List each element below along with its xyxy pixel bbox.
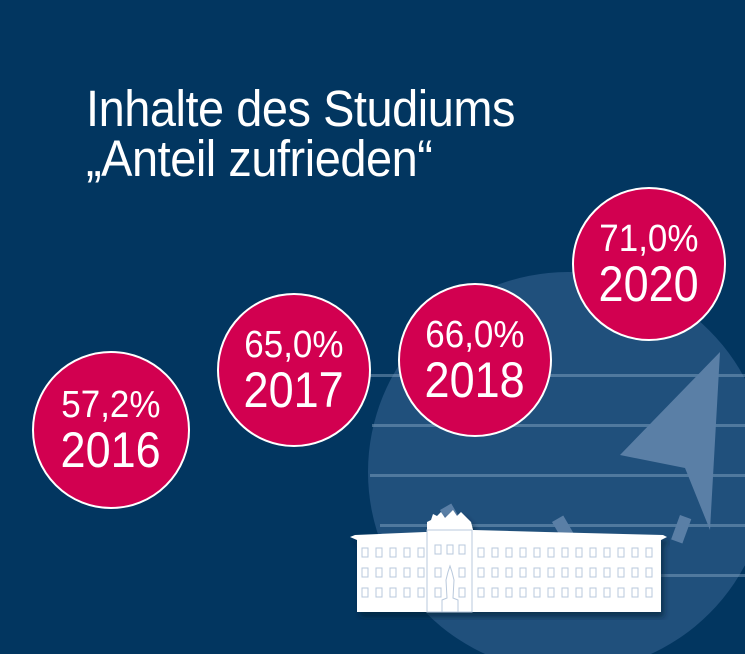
badge-year: 2016 bbox=[60, 422, 162, 478]
badge-percent: 71,0% bbox=[599, 218, 699, 260]
university-building-icon bbox=[350, 510, 667, 613]
badge-2016: 57,2% 2016 bbox=[32, 351, 190, 509]
badge-2017: 65,0% 2017 bbox=[217, 293, 371, 447]
badge-year: 2020 bbox=[598, 256, 700, 312]
badge-percent: 65,0% bbox=[244, 324, 344, 366]
badge-2020: 71,0% 2020 bbox=[572, 187, 726, 341]
badge-year: 2017 bbox=[243, 362, 345, 418]
badge-percent: 66,0% bbox=[425, 314, 525, 356]
staff-line bbox=[372, 424, 745, 427]
badge-2018: 66,0% 2018 bbox=[398, 283, 552, 437]
page-title: Inhalte des Studiums „Anteil zufrieden“ bbox=[86, 80, 515, 187]
staff-line bbox=[370, 474, 745, 477]
badge-year: 2018 bbox=[424, 352, 526, 408]
staff-line bbox=[370, 374, 745, 377]
badge-percent: 57,2% bbox=[61, 384, 161, 426]
title-line-1: Inhalte des Studiums bbox=[86, 80, 515, 137]
title-line-2: „Anteil zufrieden“ bbox=[86, 130, 433, 187]
